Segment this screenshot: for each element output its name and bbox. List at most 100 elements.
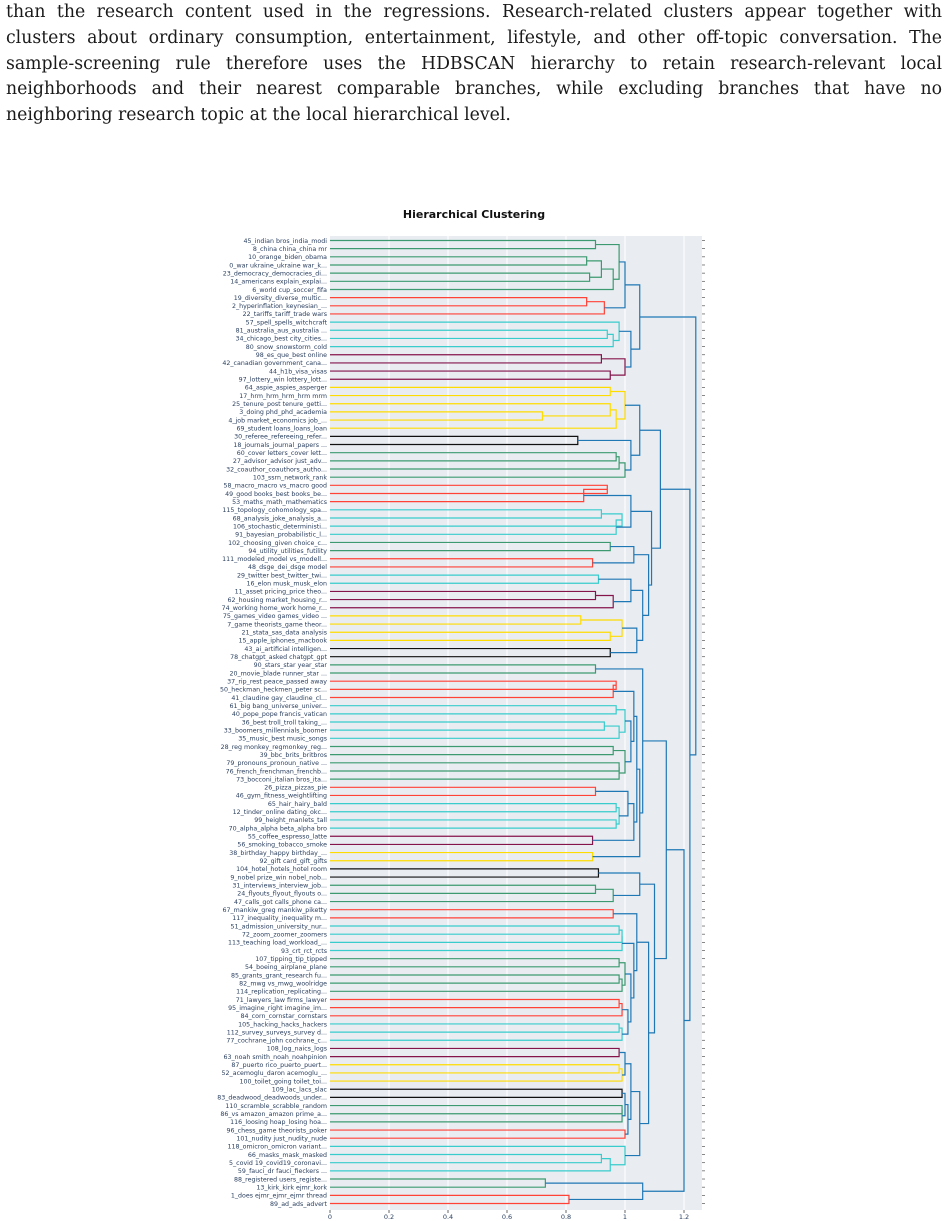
leaf-label: 34_chicago_best city_cities... (236, 336, 327, 343)
x-tick-label: 0 (328, 1213, 332, 1221)
leaf-label: 107_tipping_tip_tipped (255, 956, 327, 963)
leaf-label: 69_student loans_loans_loan (237, 426, 327, 433)
leaf-label: 83_deadwood_deadwoods_under... (217, 1095, 327, 1102)
leaf-label: 51_admission_university_nur... (231, 923, 328, 930)
x-tick-label: 0.4 (443, 1213, 453, 1221)
leaf-label: 58_macro_macro vs_macro good (224, 483, 327, 490)
leaf-label: 99_height_manlets_tall (254, 817, 327, 824)
leaf-label: 7_game theorists_game theor... (227, 621, 327, 628)
leaf-label: 60_cover letters_cover lett... (237, 450, 327, 457)
leaf-label: 37_rip_rest peace_passed away (227, 678, 327, 685)
leaf-label: 110_scramble_scrabble_random (225, 1103, 327, 1110)
leaf-label: 42_canadian government_cana... (222, 360, 327, 367)
leaf-label: 38_birthday_happy birthday_... (229, 850, 327, 857)
leaf-label: 29_twitter best_twitter_twi... (237, 572, 327, 579)
leaf-label: 24_flyouts_flyout_flyouts o... (237, 891, 327, 898)
leaf-label: 61_big bang_universe_univer... (230, 703, 327, 710)
leaf-label: 21_stata_sas_data analysis (242, 630, 328, 637)
leaf-label: 48_dsge_dei_dsge model (248, 564, 327, 571)
plot-area (330, 236, 702, 1210)
leaf-label: 73_bocconi_italian bros_ita... (236, 776, 327, 783)
leaf-label: 115_topology_cohomology_spa... (222, 507, 327, 514)
leaf-label: 92_gift card_gift_gifts (259, 858, 327, 865)
leaf-label: 56_smoking_tobacco_smoke (237, 842, 327, 849)
leaf-label: 112_survey_surveys_survey d... (227, 1029, 327, 1036)
leaf-label: 55_coffee_espresso_latte (248, 834, 327, 841)
leaf-label: 46_gym_fitness_weightlifting (236, 793, 327, 800)
right-tick-marks (702, 240, 705, 1204)
leaf-label: 6_world cup_soccer_fifa (252, 287, 327, 294)
leaf-label: 31_interviews_interview_job... (232, 883, 327, 890)
leaf-label: 35_music_best music_songs (238, 736, 327, 743)
leaf-label: 86_vs amazon_amazon prime_a... (220, 1111, 327, 1118)
dendrogram-link (330, 936, 623, 952)
leaf-label: 45_indian bros_india_modi (244, 238, 328, 245)
leaf-label: 111_modeled_model vs_modell... (222, 556, 327, 563)
leaf-label: 97_lottery_win lottery_lott... (239, 377, 327, 384)
leaf-label: 36_best troll_troll taking_... (242, 719, 327, 726)
leaf-label: 26_pizza_pizzas_pie (264, 785, 327, 792)
leaf-label: 64_aspie_aspies_asperger (245, 385, 328, 392)
leaf-label: 0_war ukraine_ukraine war_k... (229, 262, 327, 269)
leaf-label: 98_es_que_best online (256, 352, 327, 359)
leaf-label: 30_referee_refereeing_refer... (234, 434, 327, 441)
leaf-label: 94_utility_utilities_futility (248, 548, 327, 555)
leaf-label: 116_loosing hoap_losing hoa... (230, 1119, 327, 1126)
dendrogram-link (330, 1109, 623, 1123)
dendrogram-links (330, 239, 697, 1205)
leaf-label: 53_maths_math_mathematics (232, 499, 327, 506)
leaf-label: 18_journals_journal_papers ... (233, 442, 327, 449)
leaf-label: 57_spell_spells_witchcraft (246, 319, 328, 326)
x-tick-label: 0.8 (561, 1213, 571, 1221)
leaf-label: 77_cochrane_john cochrane_c... (226, 1038, 327, 1045)
leaf-label: 96_chess_game theorists_poker (226, 1127, 327, 1134)
dendrogram-link (330, 766, 620, 780)
leaf-label: 10_orange_biden_obama (248, 254, 327, 261)
leaf-label: 89_ad_ads_advert (270, 1201, 327, 1208)
dendrogram-link (639, 316, 697, 756)
leaf-label: 39_bbc_brits_britbros (260, 752, 327, 759)
dendrogram-link (330, 929, 623, 943)
leaf-label: 20_movie_blade runner_star ... (229, 670, 327, 677)
leaf-label: 19_diversity_diverse_multic... (234, 295, 327, 302)
leaf-label: 15_apple_iphones_macbook (239, 638, 328, 645)
leaf-label: 87_puerto rico_puerto_puert... (231, 1062, 327, 1069)
leaf-label: 102_choosing_given choice_c... (228, 540, 327, 547)
leaf-label: 103_ssrn_network_rank (253, 474, 328, 481)
leaf-label: 95_imagine_right imagine_im... (228, 1005, 327, 1012)
leaf-label: 88_registered users_registe... (234, 1176, 327, 1183)
leaf-label: 101_nudity just_nudity_nude (236, 1136, 327, 1143)
leaf-label: 67_mankiw_greg mankiw_piketty (222, 907, 327, 914)
leaf-label: 1_does ejmr_ejmr_ejmr thread (231, 1193, 327, 1200)
leaf-label: 106_stochastic_deterministi... (233, 523, 327, 530)
leaf-label: 71_lawyers_law firms_lawyer (236, 997, 328, 1004)
leaf-label: 117_inequality_inequality m... (232, 915, 327, 922)
leaf-label: 5_covid 19_covid19_coronavi... (229, 1160, 327, 1167)
leaf-label: 12_tinder_online dating_okc... (233, 809, 327, 816)
leaf-label: 93_crt_rct_rcts (281, 948, 327, 955)
leaf-label: 50_heckman_heckmen_peter sc... (220, 687, 327, 694)
leaf-label: 54_boeing_airplane_plane (245, 964, 327, 971)
leaf-label: 11_asset pricing_price theo... (235, 589, 327, 596)
leaf-label: 43_ai_artificial intelligen... (244, 646, 327, 653)
leaf-label: 4_job market_economics job_... (228, 417, 327, 424)
leaf-label: 113_teaching load_workload_... (228, 940, 327, 947)
leaf-label: 105_hacking_hacks_hackers (238, 1021, 327, 1028)
leaf-label: 114_replication_replicating... (236, 989, 327, 996)
x-tick-label: 1.2 (679, 1213, 689, 1221)
leaf-label: 91_bayesian_probabilistic_l... (235, 532, 327, 539)
leaf-label: 72_zoom_zoomer_zoomers (242, 931, 327, 938)
x-tick-label: 0.6 (502, 1213, 512, 1221)
leaf-label: 14_americans explain_explai... (230, 279, 327, 286)
leaf-label: 70_alpha_alpha beta_alpha bro (229, 825, 327, 832)
leaf-label: 81_australia_aus_australia ... (236, 328, 327, 335)
leaf-label: 108_log_naics_logs (267, 1046, 327, 1053)
leaf-label: 32_coauthor_coauthors_autho... (226, 466, 327, 473)
leaf-label: 100_toilet_going toilet_toi... (240, 1078, 327, 1085)
leaf-label: 59_fauci_dr fauci_fieckers ... (238, 1168, 327, 1175)
leaf-label: 8_china china_china mr (253, 246, 328, 253)
leaf-label: 9_nobel prize_win nobel_nob... (230, 874, 327, 881)
x-tick-label: 0.2 (384, 1213, 394, 1221)
